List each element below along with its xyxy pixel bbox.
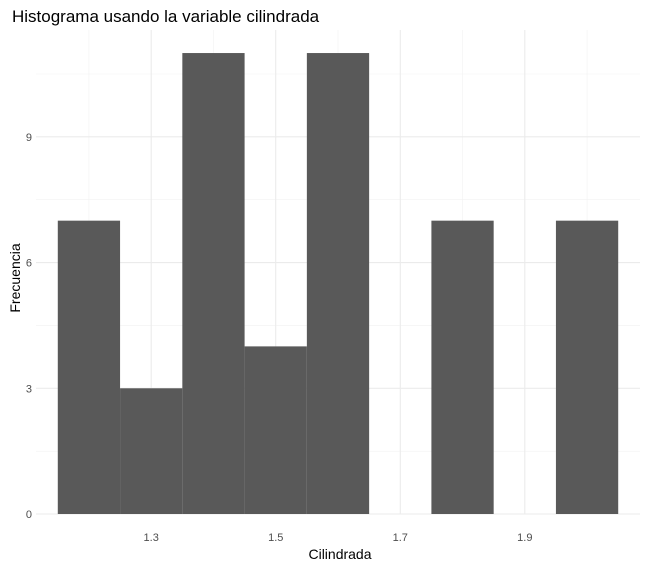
x-axis-title: Cilindrada [308,546,371,562]
y-tick-labels: 0 3 6 9 [26,132,32,521]
y-tick-label: 3 [26,383,32,395]
x-tick-label: 1.5 [268,532,283,544]
y-tick-label: 6 [26,258,32,270]
y-tick-label: 0 [26,509,32,521]
y-tick-label: 9 [26,132,32,144]
histogram-bar [182,53,245,515]
histogram-bar [555,220,619,514]
histogram-bar [57,220,121,514]
bars-layer [57,53,619,515]
histogram-bar [431,220,494,514]
y-axis-title: Frecuencia [7,243,23,312]
x-tick-label: 1.7 [393,532,408,544]
x-tick-labels: 1.3 1.5 1.7 1.9 [144,532,533,544]
histogram-bar [244,346,307,514]
histogram-bar [120,388,183,514]
x-tick-label: 1.3 [144,532,159,544]
x-tick-label: 1.9 [517,532,532,544]
chart-title: Histograma usando la variable cilindrada [12,7,320,26]
histogram-bar [306,53,370,515]
